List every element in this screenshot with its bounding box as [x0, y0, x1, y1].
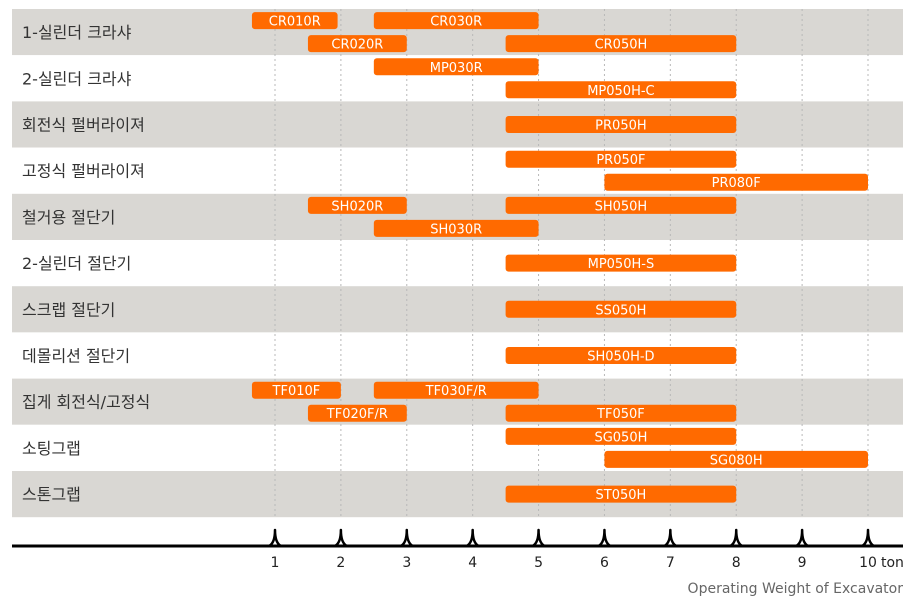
bar-label: SH030R	[430, 222, 482, 237]
row-band	[12, 471, 903, 518]
bar-label: PR050H	[595, 119, 646, 134]
range-bar	[505, 35, 737, 53]
x-tick-label: 7	[666, 555, 675, 571]
range-bar	[307, 35, 407, 53]
range-bar	[505, 427, 737, 445]
bar-label: SG080H	[710, 453, 763, 468]
row-band	[12, 240, 903, 287]
range-bar	[251, 381, 341, 399]
row-label: 1-실린더 크라샤	[22, 23, 132, 42]
x-tick-mark	[466, 528, 480, 548]
x-axis: 1 2 3 4 5 6 7 8 9 10	[12, 528, 903, 571]
x-tick-label: 4	[468, 555, 477, 571]
bar-label: SH020R	[331, 199, 383, 214]
x-tick-mark	[334, 528, 348, 548]
bar-label: TF020F/R	[326, 407, 388, 422]
range-bar	[505, 116, 737, 133]
range-bar	[307, 404, 407, 422]
bar-label: TF030F/R	[425, 384, 487, 399]
bar-label: CR020R	[331, 38, 383, 53]
range-bar	[505, 254, 737, 272]
range-bar	[505, 404, 737, 422]
bar-label: TF050F	[596, 407, 645, 422]
bar-label: CR050H	[595, 38, 648, 53]
x-tick-label: 3	[402, 555, 411, 571]
x-tick-label: 1	[271, 555, 280, 571]
row-backgrounds	[12, 9, 903, 518]
row-label: 데몰리션 절단기	[22, 347, 130, 366]
range-bar	[307, 196, 407, 214]
range-bars: CR010R CR030R CR020R CR050H MP030R MP050H-C PR…	[251, 12, 868, 503]
range-bar	[373, 12, 539, 30]
row-label: 고정식 펄버라이져	[22, 162, 145, 181]
x-tick-mark	[729, 528, 743, 548]
bar-label: SH050H-D	[587, 350, 654, 365]
x-axis-unit-label: ton	[881, 555, 904, 571]
bar-label: CR010R	[269, 15, 321, 30]
x-tick-label: 5	[534, 555, 543, 571]
x-tick-label: 10	[859, 555, 877, 571]
row-label: 소팅그랩	[22, 439, 81, 458]
range-bar	[505, 485, 737, 503]
bar-label: PR080F	[712, 176, 761, 191]
range-bar	[505, 196, 737, 214]
bar-label: CR030R	[430, 15, 482, 30]
bar-label: MP050H-C	[587, 84, 654, 99]
x-tick-label: 6	[600, 555, 609, 571]
row-label: 2-실린더 절단기	[22, 254, 131, 273]
x-tick-mark	[400, 528, 414, 548]
row-label: 집게 회전식/고정식	[22, 393, 150, 412]
bar-label: SH050H	[595, 199, 648, 214]
x-tick-label: 9	[798, 555, 807, 571]
row-label: 철거용 절단기	[22, 208, 115, 227]
range-bar	[505, 347, 737, 364]
bar-label: MP030R	[430, 61, 483, 76]
range-bar	[505, 300, 737, 318]
x-axis-title: Operating Weight of Excavator	[688, 581, 904, 597]
bar-label: PR050F	[596, 153, 645, 168]
range-bar	[505, 150, 737, 168]
x-tick-label: 2	[336, 555, 345, 571]
x-tick-mark	[597, 528, 612, 548]
x-tick-mark	[795, 528, 809, 548]
x-tick-mark	[663, 528, 677, 548]
row-label: 스톤그랩	[22, 485, 81, 504]
x-tick-label: 8	[732, 555, 741, 571]
range-bar	[251, 12, 338, 30]
bar-label: ST050H	[596, 488, 647, 503]
row-band	[12, 101, 903, 148]
range-bar	[604, 450, 868, 468]
bar-label: TF010F	[272, 384, 321, 399]
bar-label: SG050H	[594, 430, 647, 445]
bar-label: SS050H	[595, 303, 646, 318]
row-label: 스크랩 절단기	[22, 300, 115, 319]
range-bar	[604, 173, 868, 191]
row-band	[12, 332, 903, 379]
x-tick-mark	[268, 528, 282, 548]
x-tick-mark	[531, 528, 546, 548]
range-bar	[373, 381, 539, 399]
x-tick-mark	[861, 528, 875, 548]
range-bar	[373, 58, 539, 76]
range-bar	[505, 81, 737, 99]
row-label: 2-실린더 크라샤	[22, 69, 132, 88]
bar-label: MP050H-S	[588, 257, 655, 272]
row-label: 회전식 펄버라이져	[22, 116, 145, 135]
row-band	[12, 286, 903, 333]
range-bar	[373, 219, 539, 237]
